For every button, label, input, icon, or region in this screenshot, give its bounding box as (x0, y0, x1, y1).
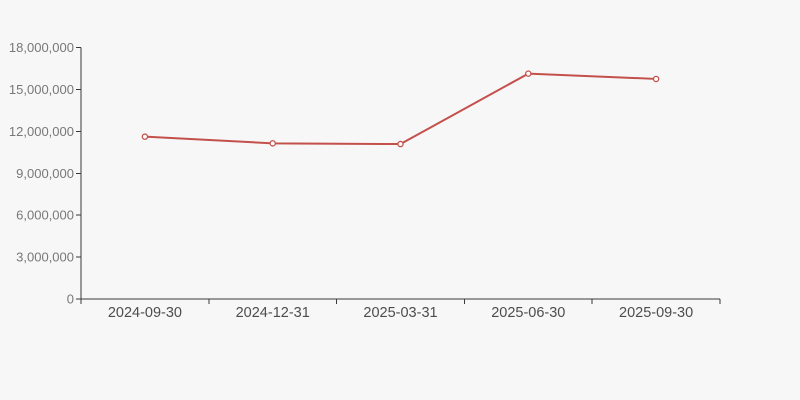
data-point-marker[interactable] (525, 70, 532, 77)
x-axis-tick-label: 2025-09-30 (619, 305, 693, 321)
x-axis-tick-label: 2024-09-30 (108, 305, 182, 321)
y-axis-tick-label: 3,000,000 (16, 250, 74, 265)
data-point-marker[interactable] (269, 140, 276, 147)
y-axis-tick-label: 9,000,000 (16, 166, 74, 181)
y-axis-tick-label: 0 (67, 292, 74, 307)
y-axis-tick-label: 15,000,000 (9, 82, 74, 97)
x-axis-tick-label: 2025-06-30 (491, 305, 565, 321)
x-axis-tick-label: 2025-03-31 (363, 305, 437, 321)
x-axis-tick-label: 2024-12-31 (236, 305, 310, 321)
y-axis-tick-label: 12,000,000 (9, 124, 74, 139)
data-point-marker[interactable] (141, 133, 149, 140)
data-point-marker[interactable] (397, 140, 404, 148)
data-point-marker[interactable] (652, 75, 660, 83)
y-axis-tick-label: 18,000,000 (9, 40, 74, 55)
y-axis-tick-label: 6,000,000 (16, 208, 74, 223)
